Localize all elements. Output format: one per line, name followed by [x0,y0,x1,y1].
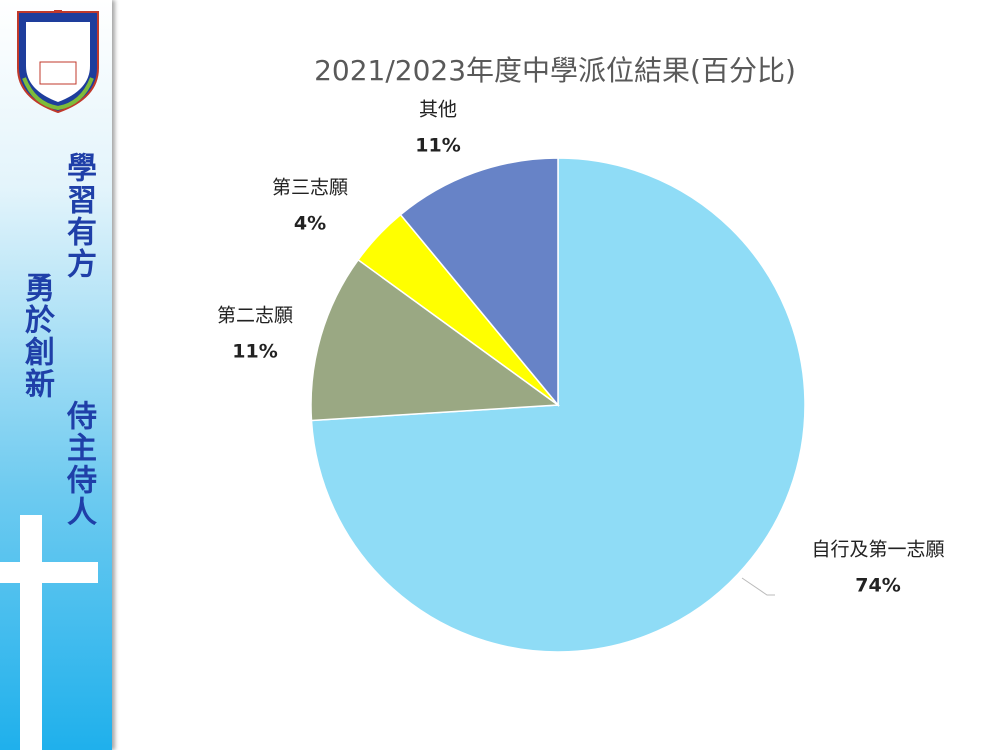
pie-slice [310,258,561,422]
cross [20,515,42,750]
chart-title: 2021/2023年度中學派位結果(百分比) [314,54,796,87]
leader-line [741,577,775,596]
slice-label: 第二志願 [217,305,293,327]
logo-text: SAS [38,35,78,56]
slice-label: 第三志願 [272,177,348,199]
value-label: 11% [415,135,460,157]
slice-label: 自行及第一志願 [811,539,944,561]
pie-slice [399,157,559,408]
motto: 勇於創新 [19,272,54,400]
slice-label: 其他 [419,99,457,121]
motto: 學習有方 [61,152,96,280]
logo: SAS [17,10,99,114]
value-label: 4% [294,213,326,235]
chart: 2021/2023年度中學派位結果(百分比) 自行及第一志願 74% 第二志願 11%… [217,54,945,653]
sidebar: SAS 學習有方 勇於創新 侍主侍人 [0,0,112,750]
cross [0,562,98,583]
value-label: 74% [855,575,900,597]
motto: 侍主侍人 [61,400,96,528]
value-label: 11% [232,341,277,363]
